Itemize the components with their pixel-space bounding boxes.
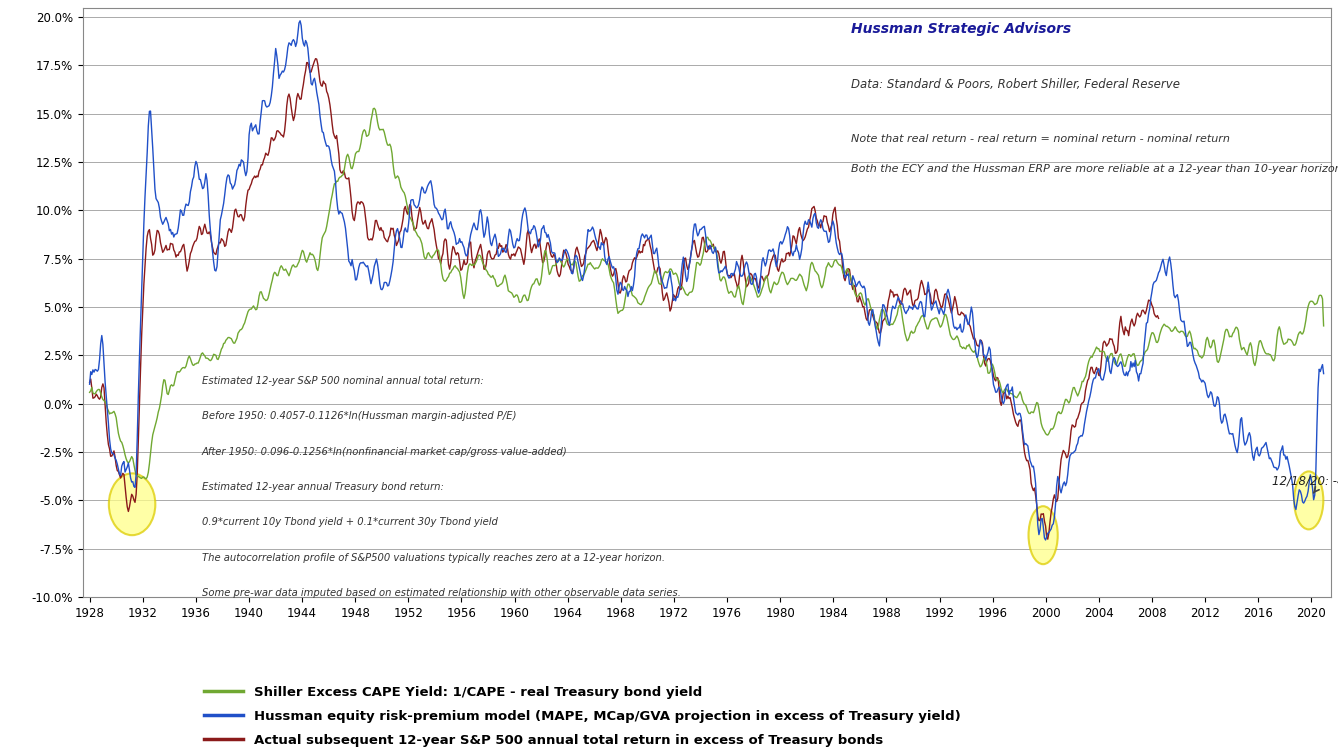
Text: Before 1950: 0.4057-0.1126*ln(Hussman margin-adjusted P/E): Before 1950: 0.4057-0.1126*ln(Hussman ma… — [202, 412, 516, 421]
Text: Estimated 12-year annual Treasury bond return:: Estimated 12-year annual Treasury bond r… — [202, 482, 443, 492]
Text: Data: Standard & Poors, Robert Shiller, Federal Reserve: Data: Standard & Poors, Robert Shiller, … — [851, 78, 1180, 92]
Legend: Shiller Excess CAPE Yield: 1/CAPE - real Treasury bond yield, Hussman equity ris: Shiller Excess CAPE Yield: 1/CAPE - real… — [198, 680, 966, 751]
Text: The autocorrelation profile of S&P500 valuations typically reaches zero at a 12-: The autocorrelation profile of S&P500 va… — [202, 553, 665, 562]
Text: Hussman Strategic Advisors: Hussman Strategic Advisors — [851, 23, 1070, 36]
Ellipse shape — [108, 473, 155, 535]
Text: Some pre-war data imputed based on estimated relationship with other observable : Some pre-war data imputed based on estim… — [202, 588, 681, 599]
Ellipse shape — [1294, 472, 1323, 529]
Text: Estimated 12-year S&P 500 nominal annual total return:: Estimated 12-year S&P 500 nominal annual… — [202, 376, 483, 386]
Text: 12/18/20: -4.75%: 12/18/20: -4.75% — [1271, 475, 1338, 493]
Ellipse shape — [1029, 506, 1058, 564]
Text: After 1950: 0.096-0.1256*ln(nonfinancial market cap/gross value-added): After 1950: 0.096-0.1256*ln(nonfinancial… — [202, 447, 567, 457]
Text: Both the ECY and the Hussman ERP are more reliable at a 12-year than 10-year hor: Both the ECY and the Hussman ERP are mor… — [851, 164, 1338, 173]
Text: 0.9*current 10y Tbond yield + 0.1*current 30y Tbond yield: 0.9*current 10y Tbond yield + 0.1*curren… — [202, 517, 498, 527]
Text: Note that real return - real return = nominal return - nominal return: Note that real return - real return = no… — [851, 134, 1230, 144]
